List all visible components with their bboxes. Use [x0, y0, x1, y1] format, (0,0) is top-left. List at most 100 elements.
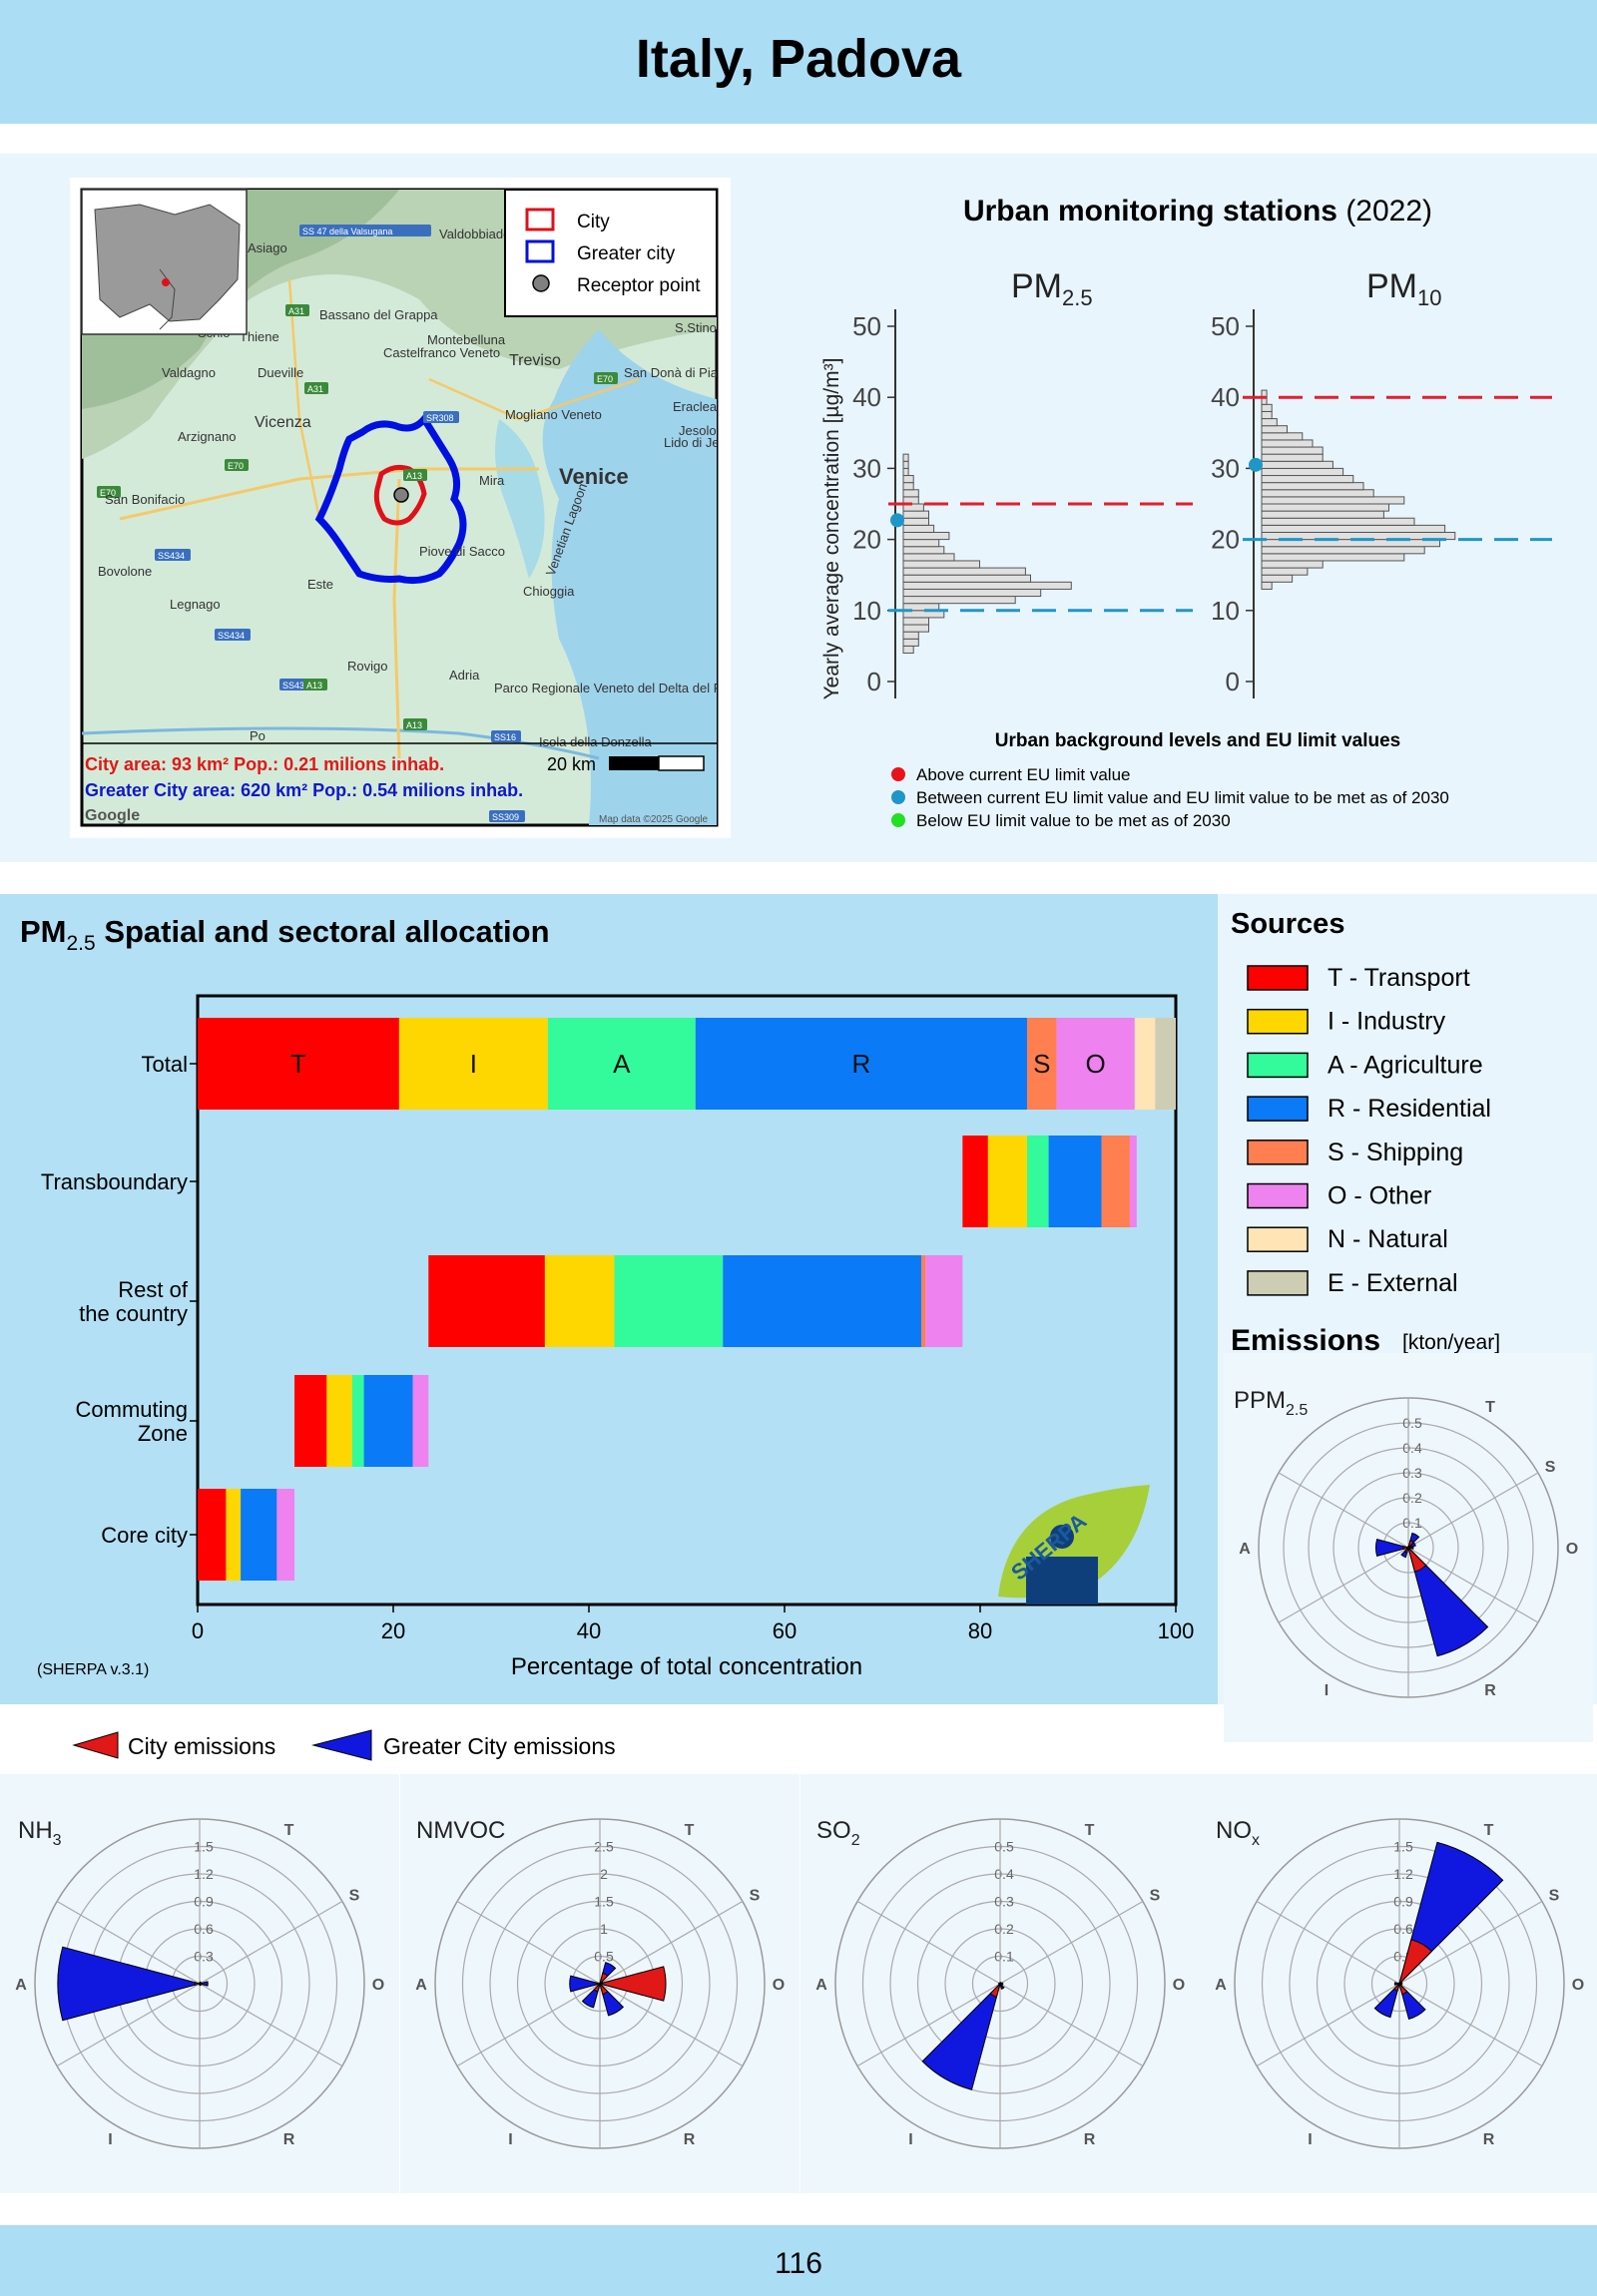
sources-title: Sources — [1231, 908, 1344, 940]
map-place-label: Valdagno — [162, 365, 216, 380]
polar-sector-label: A — [815, 1977, 827, 1994]
pm25-title: PM2.5 — [1011, 267, 1093, 310]
hist-tick-label: 20 — [1211, 525, 1240, 555]
polar-sector-label: A — [15, 1977, 27, 1994]
greater-emission-wedge — [1407, 1546, 1489, 1657]
monitoring-subtitle: Urban background levels and EU limit val… — [995, 730, 1401, 751]
source-label: S - Shipping — [1328, 1139, 1463, 1166]
inset-location-dot — [162, 278, 170, 286]
hist-tick-label: 40 — [1211, 382, 1240, 412]
city-emission-wedge — [1407, 1546, 1427, 1573]
polar-spoke — [456, 1983, 601, 2067]
polar-sector-label: I — [1308, 2131, 1312, 2148]
pm25-title-main: PM — [1011, 267, 1062, 305]
sherpa-version: (SHERPA v.3.1) — [37, 1661, 149, 1678]
hist-bar — [1261, 467, 1344, 477]
hist-bar — [902, 539, 940, 548]
map-place-label: Legnago — [170, 597, 221, 612]
polar-spoke — [456, 1900, 601, 1985]
polar-sector-label: S — [1549, 1888, 1560, 1905]
polar-spoke — [1278, 1547, 1409, 1623]
polar-ring-label: 1.5 — [194, 1839, 214, 1855]
map-place-label: Bovolone — [98, 564, 152, 579]
source-swatch — [1247, 1052, 1309, 1079]
polar-spoke — [1407, 1472, 1539, 1549]
source-label: E - External — [1328, 1269, 1458, 1297]
road-label: A31 — [307, 384, 323, 394]
legend-city-swatch — [525, 208, 555, 231]
bar-segment-I — [326, 1375, 352, 1467]
monitoring-legend-label: Between current EU limit value and EU li… — [916, 788, 1449, 807]
map-place-label: S.Stino di Livenza — [675, 320, 780, 335]
road-label: A31 — [288, 306, 304, 316]
polar-spoke — [1278, 1472, 1409, 1549]
monitoring-legend-dot — [891, 767, 905, 781]
city-emission-wedge — [1403, 1546, 1409, 1554]
highway-a13 — [392, 478, 401, 759]
monitoring-title: Urban monitoring stations (2022) — [963, 195, 1432, 228]
polar-label: SO2 — [816, 1817, 860, 1849]
polar-sector-label: T — [1085, 1822, 1095, 1839]
row-label: Total — [142, 1052, 188, 1077]
polar-ring-label: 0.5 — [1402, 1415, 1422, 1431]
polar-label: NMVOC — [416, 1817, 505, 1844]
monitoring-legend-label: Above current EU limit value — [916, 765, 1130, 784]
source-label: N - Natural — [1328, 1225, 1448, 1253]
hist-bar — [902, 453, 909, 462]
scale-label: 20 km — [547, 754, 596, 774]
hist-bar — [902, 617, 929, 626]
road-shield — [215, 629, 251, 641]
monitoring-ylabel: Yearly average concentration [µg/m³] — [820, 358, 843, 700]
map-place-label: Parco Regionale Veneto del Delta del Po — [494, 681, 730, 695]
road-label: A13 — [406, 720, 422, 730]
hist-bar — [1261, 546, 1425, 555]
polar-sector-label: O — [1572, 1977, 1584, 1994]
polar-ring-label: 1.2 — [194, 1866, 214, 1882]
road-label: SS434 — [158, 551, 185, 561]
monitoring-legend-label: Below EU limit value to be met as of 203… — [916, 811, 1231, 830]
road-shield — [225, 459, 249, 471]
hist-bar — [1261, 517, 1415, 526]
road-label: SR308 — [426, 413, 454, 423]
road-label: A13 — [406, 471, 422, 481]
polar-ring-label: 0.5 — [594, 1949, 614, 1965]
polar-sector-label: T — [685, 1822, 695, 1839]
polar-ring-label: 2.5 — [594, 1839, 614, 1855]
adriatic-sea — [542, 329, 717, 825]
bar-segment-R — [1048, 1136, 1102, 1227]
polar-sector-label: A — [415, 1977, 427, 1994]
europe-land — [94, 204, 241, 322]
polar-ring-label: 0.1 — [994, 1949, 1014, 1965]
bar-segment-O — [1056, 1018, 1135, 1110]
city-emissions-icon — [72, 1731, 119, 1759]
greater-emissions-icon — [311, 1729, 372, 1761]
polar-spoke — [1256, 1900, 1400, 1985]
segment-label: A — [613, 1049, 631, 1079]
road-shield — [155, 549, 191, 561]
monitoring-legend-dot — [891, 813, 905, 827]
hist-bar — [1261, 496, 1405, 505]
road-label: SS434 — [282, 681, 309, 690]
source-label: O - Other — [1328, 1182, 1431, 1210]
city-area-text: City area: 93 km² Pop.: 0.21 milions inh… — [85, 754, 444, 774]
map-place-label: Vicenza — [255, 414, 311, 431]
hist-bar — [1261, 581, 1273, 590]
segment-label: R — [852, 1049, 871, 1079]
polar-sector-label: T — [1484, 1822, 1494, 1839]
header-band — [0, 0, 1597, 124]
legend-receptor-icon — [532, 274, 550, 292]
road-shield — [303, 679, 327, 690]
polar-label-main: NH — [18, 1817, 53, 1844]
hist-bar — [1261, 524, 1446, 533]
polar-label: NH3 — [18, 1817, 62, 1849]
polar-sector-label: I — [108, 2131, 112, 2148]
hist-bar — [902, 553, 955, 562]
map-place-label: Valdobbiadene — [439, 227, 525, 241]
bar-segment-R — [695, 1018, 1028, 1110]
allocation-xlabel: Percentage of total concentration — [511, 1653, 862, 1680]
polar-ring-label: 0.1 — [1402, 1515, 1422, 1531]
highway-a31 — [287, 278, 321, 520]
source-swatch — [1247, 1008, 1309, 1035]
city-emission-wedge — [1398, 1939, 1433, 1986]
hist-bar — [1261, 460, 1333, 469]
